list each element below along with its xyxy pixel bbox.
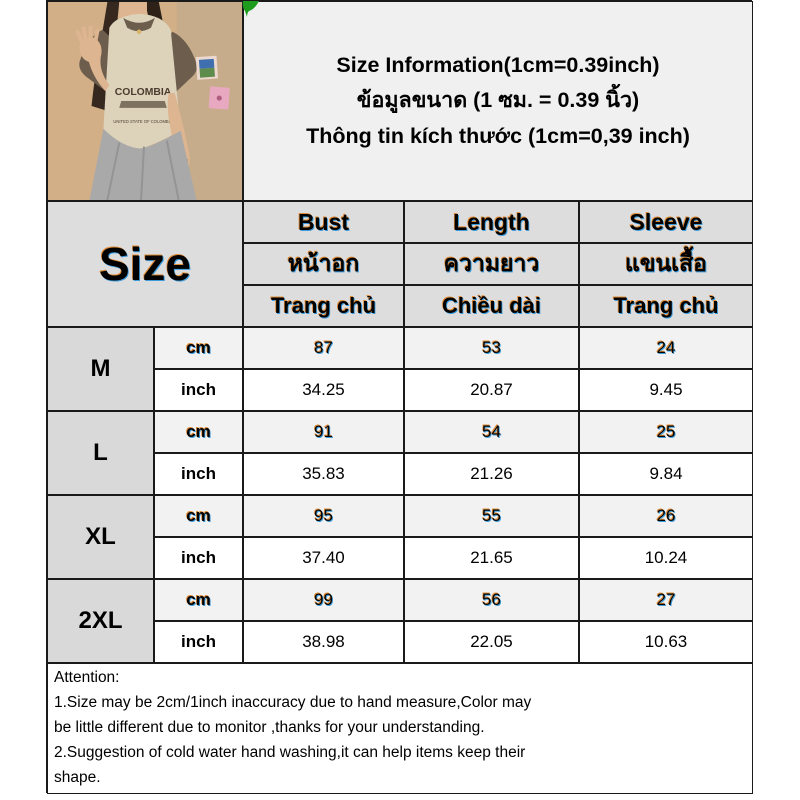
svg-text:UNITED STATE OF COLOMBIA: UNITED STATE OF COLOMBIA <box>113 119 172 124</box>
svg-text:COLOMBIA: COLOMBIA <box>115 87 172 98</box>
